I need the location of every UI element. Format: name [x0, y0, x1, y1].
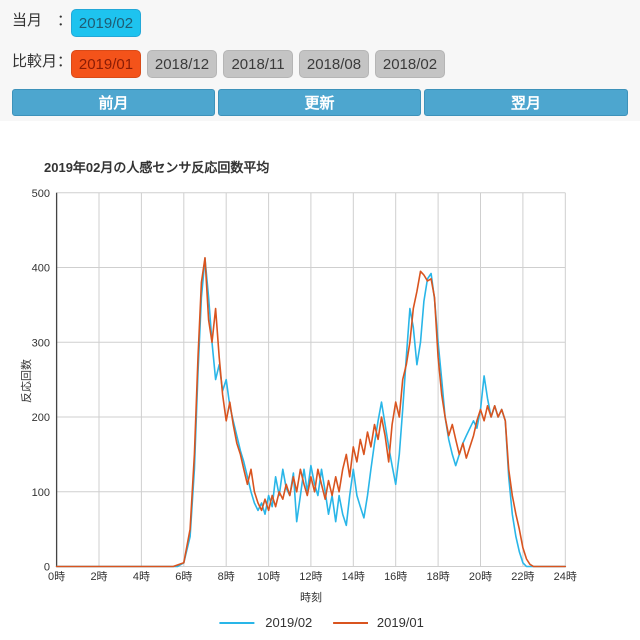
- svg-text:22時: 22時: [511, 570, 534, 583]
- svg-text:6時: 6時: [175, 570, 192, 583]
- svg-text:2時: 2時: [90, 570, 107, 583]
- svg-text:反応回数: 反応回数: [19, 359, 33, 403]
- svg-text:10時: 10時: [257, 570, 280, 583]
- svg-text:8時: 8時: [218, 570, 235, 583]
- svg-text:500: 500: [32, 188, 50, 200]
- svg-text:4時: 4時: [133, 570, 150, 583]
- svg-text:200: 200: [32, 412, 50, 424]
- svg-text:時刻: 時刻: [300, 590, 322, 604]
- svg-text:100: 100: [32, 487, 50, 499]
- svg-text:16時: 16時: [384, 570, 407, 583]
- svg-text:2019/01: 2019/01: [377, 615, 424, 630]
- svg-text:20時: 20時: [469, 570, 492, 583]
- svg-text:300: 300: [32, 337, 50, 349]
- svg-text:400: 400: [32, 263, 50, 275]
- svg-text:0時: 0時: [48, 570, 65, 583]
- svg-text:12時: 12時: [299, 570, 322, 583]
- svg-text:24時: 24時: [554, 570, 577, 583]
- svg-text:2019/02: 2019/02: [265, 615, 312, 630]
- svg-text:14時: 14時: [342, 570, 365, 583]
- svg-text:18時: 18時: [426, 570, 449, 583]
